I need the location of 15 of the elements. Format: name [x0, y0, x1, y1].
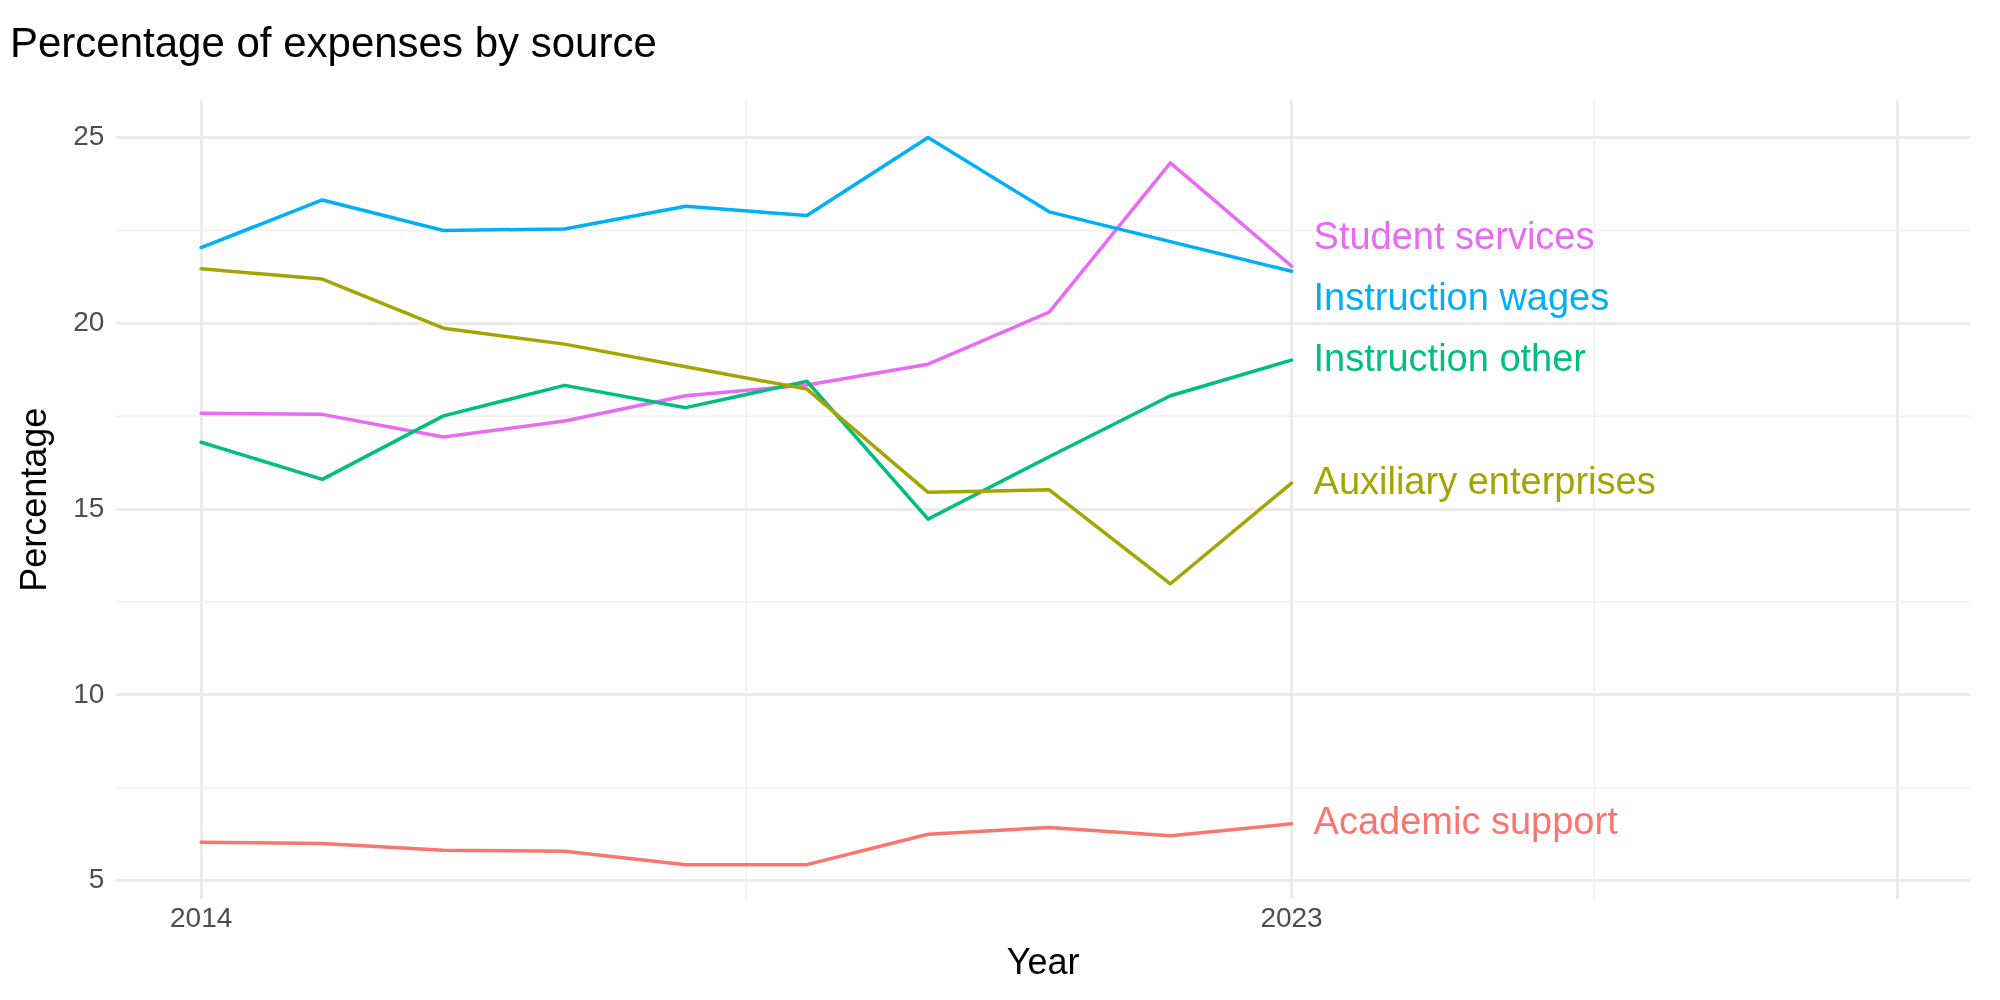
series-label: Auxiliary enterprises: [1313, 459, 1656, 502]
x-tick-label: 2014: [170, 901, 233, 933]
y-tick-label: 20: [73, 306, 105, 338]
series-label: Instruction wages: [1313, 275, 1610, 318]
chart-title: Percentage of expenses by source: [10, 18, 657, 66]
y-tick-label: 25: [73, 120, 105, 152]
y-tick-label: 5: [88, 863, 105, 895]
x-tick-label: 2023: [1260, 901, 1323, 933]
y-axis-title: Percentage: [12, 407, 54, 592]
y-tick-label: 10: [73, 677, 105, 709]
series-label: Instruction other: [1313, 336, 1587, 379]
series-label: Academic support: [1313, 800, 1619, 843]
x-axis-title: Year: [1006, 941, 1080, 983]
y-tick-label: 15: [73, 491, 105, 523]
series-label: Student services: [1313, 214, 1595, 257]
